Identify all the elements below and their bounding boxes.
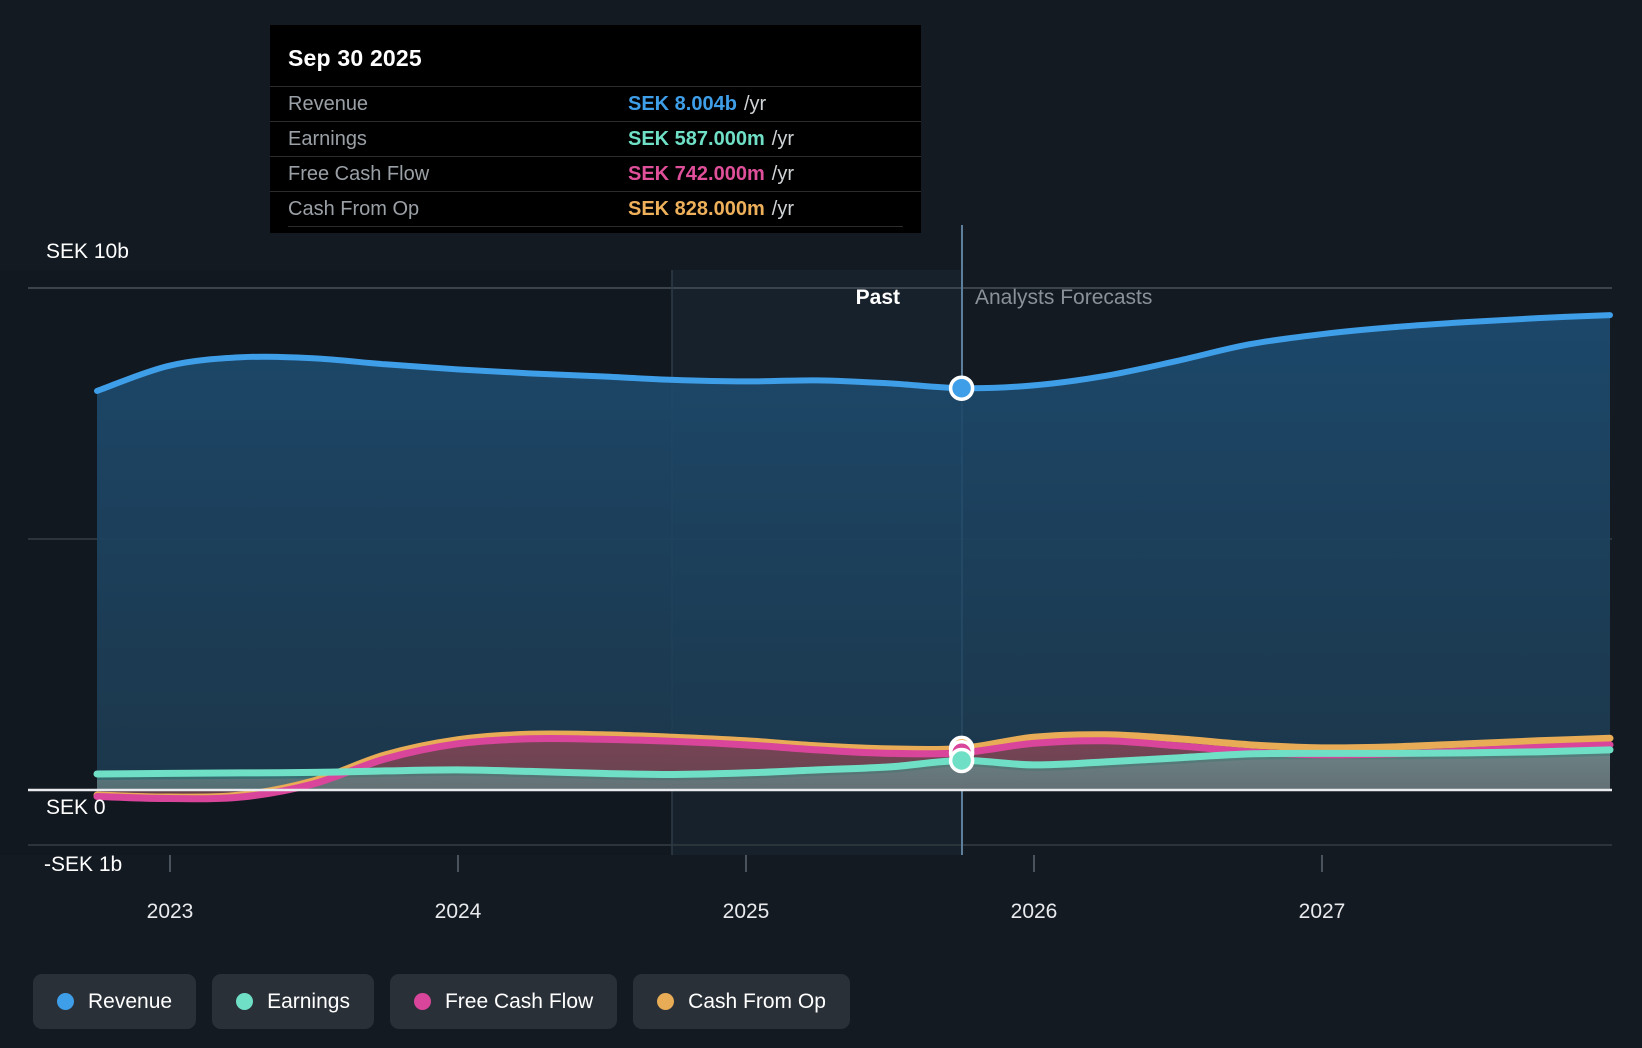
x-axis-label-2025: 2025	[722, 900, 770, 923]
x-axis-label-2024: 2024	[434, 900, 482, 923]
baseline-shadow-fill	[97, 755, 1610, 790]
legend-item-revenue[interactable]: Revenue	[33, 974, 197, 1029]
tooltip-row-unit: /yr	[771, 162, 794, 185]
legend-item-label: Revenue	[88, 989, 173, 1013]
tooltip-row-unit: /yr	[771, 197, 794, 220]
y-axis-label-top: SEK 10b	[46, 240, 129, 263]
data-point-marker-earnings[interactable]	[948, 747, 975, 774]
highlight-markers	[948, 375, 975, 774]
data-point-marker-revenue[interactable]	[948, 375, 975, 401]
x-axis-label-2026: 2026	[1010, 900, 1058, 923]
legend-color-dot-icon	[413, 993, 431, 1010]
tooltip-row-value: SEK 828.000m	[628, 197, 765, 220]
tooltip-bottom-divider	[288, 226, 903, 227]
tooltip-row-label: Free Cash Flow	[288, 162, 430, 185]
tooltip-row-value-wrap: SEK 828.000m/yr	[628, 198, 794, 221]
legend-item-label: Earnings	[267, 989, 350, 1013]
y-axis-label-zero: SEK 0	[46, 796, 106, 819]
x-axis-label-2023: 2023	[146, 900, 194, 923]
past-band-label: Past	[855, 286, 900, 309]
tooltip-row: Revenue SEK 8.004b/yr	[270, 86, 921, 121]
tooltip-row-value: SEK 742.000m	[628, 162, 765, 185]
series-line-revenue	[94, 312, 1613, 394]
legend-item-label: Free Cash Flow	[444, 989, 594, 1013]
hover-tooltip: Sep 30 2025 Revenue SEK 8.004b/yr Earnings…	[270, 25, 921, 233]
tooltip-row-value: SEK 8.004b	[628, 92, 737, 115]
x-axis-ticks	[169, 855, 1323, 872]
forecast-band-label: Analysts Forecasts	[975, 286, 1153, 309]
chart-legend[interactable]: Revenue Earnings Free Cash Flow Cash From O…	[33, 974, 850, 1029]
tooltip-row: Cash From Op SEK 828.000m/yr	[270, 191, 921, 226]
legend-item-free-cash-flow[interactable]: Free Cash Flow	[389, 974, 618, 1029]
y-axis-label-bottom: -SEK 1b	[44, 853, 123, 876]
legend-color-dot-icon	[57, 993, 74, 1010]
tooltip-row-value: SEK 587.000m	[628, 127, 765, 150]
series-lines	[93, 312, 1614, 803]
tooltip-row: Earnings SEK 587.000m/yr	[270, 121, 921, 156]
tooltip-row-label: Earnings	[288, 127, 367, 150]
legend-item-label: Cash From Op	[688, 989, 826, 1013]
legend-color-dot-icon	[236, 993, 254, 1010]
tooltip-row-value-wrap: SEK 587.000m/yr	[628, 128, 794, 151]
series-line-earnings	[93, 746, 1614, 778]
tooltip-row-unit: /yr	[743, 92, 767, 115]
tooltip-row-value-wrap: SEK 8.004b/yr	[628, 93, 766, 116]
tooltip-row-label: Cash From Op	[288, 197, 420, 220]
tooltip-row-unit: /yr	[771, 127, 794, 150]
tooltip-date: Sep 30 2025	[288, 45, 422, 71]
baseline-shadow-band	[97, 755, 1610, 790]
tooltip-row: Free Cash Flow SEK 742.000m/yr	[270, 156, 921, 191]
tooltip-row-value-wrap: SEK 742.000m/yr	[628, 163, 794, 186]
area-fill-revenue	[97, 315, 1610, 790]
legend-color-dot-icon	[657, 993, 675, 1010]
series-areas	[97, 315, 1610, 799]
legend-item-earnings[interactable]: Earnings	[212, 974, 374, 1029]
legend-item-cash-from-op[interactable]: Cash From Op	[633, 974, 850, 1029]
x-axis-label-2027: 2027	[1298, 900, 1346, 923]
tooltip-row-label: Revenue	[288, 92, 369, 115]
tooltip-rows: Revenue SEK 8.004b/yr Earnings SEK 587.000m…	[270, 86, 921, 226]
